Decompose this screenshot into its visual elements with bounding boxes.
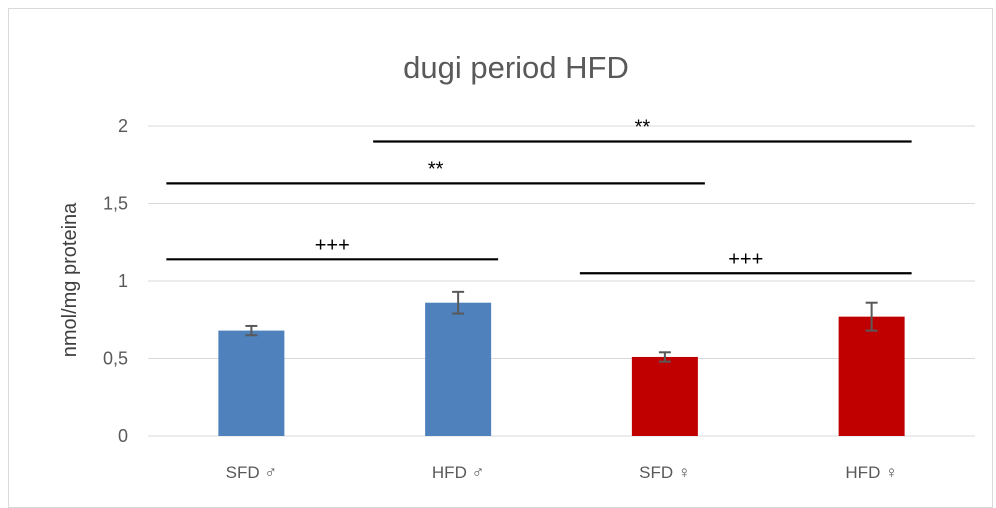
category-label: HFD ♂	[432, 463, 484, 482]
category-label: SFD ♂	[226, 463, 277, 482]
bar	[218, 330, 285, 436]
y-tick-label: 1,5	[103, 194, 128, 214]
y-tick-labels: 0 0,5 1 1,5 2	[103, 116, 128, 446]
gridlines	[148, 125, 975, 437]
bar	[425, 302, 492, 436]
significance-annotations: +++ ** ** +++	[166, 117, 912, 275]
significance-label: **	[635, 117, 651, 139]
category-labels: SFD ♂ HFD ♂ SFD ♀ HFD ♀	[226, 463, 898, 482]
category-label: SFD ♀	[639, 463, 690, 482]
chart-title: dugi period HFD	[403, 50, 629, 85]
bar	[838, 316, 905, 436]
y-tick-label: 2	[118, 116, 128, 136]
chart-frame	[8, 8, 993, 508]
significance-label: **	[428, 158, 444, 180]
y-axis-label: nmol/mg proteina	[59, 202, 81, 357]
bar	[631, 356, 698, 436]
significance-label: +++	[728, 248, 763, 270]
category-label: HFD ♀	[845, 463, 897, 482]
significance-label: +++	[315, 234, 350, 256]
bars	[218, 302, 905, 436]
y-tick-label: 0,5	[103, 349, 128, 369]
error-bars	[245, 290, 878, 363]
y-tick-label: 0	[118, 426, 128, 446]
y-tick-label: 1	[118, 271, 128, 291]
